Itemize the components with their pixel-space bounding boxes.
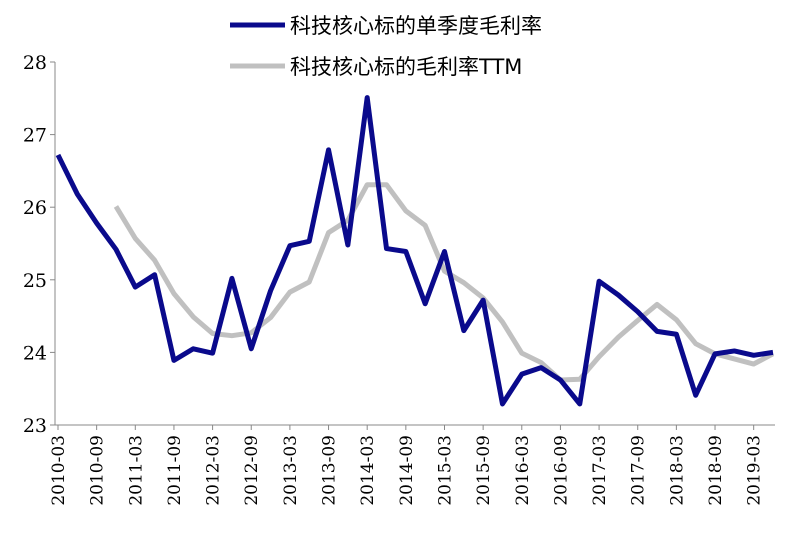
- x-tick-label: 2013-09: [320, 435, 340, 506]
- y-tick-label: 27: [23, 125, 47, 147]
- x-tick-label: 2010-03: [49, 435, 69, 506]
- legend-label-ttm: 科技核心标的毛利率TTM: [290, 55, 522, 79]
- x-tick-label: 2019-03: [745, 435, 765, 506]
- series-line-quarterly-margin: [55, 95, 774, 407]
- series-line-ttm-margin: [113, 182, 775, 383]
- x-tick-label: 2016-09: [551, 435, 571, 506]
- x-tick-label: 2018-03: [667, 435, 687, 506]
- x-tick-label: 2017-09: [629, 435, 649, 506]
- series-lines: [55, 95, 775, 407]
- legend: 科技核心标的单季度毛利率 科技核心标的毛利率TTM: [230, 14, 542, 79]
- axes: [54, 62, 775, 426]
- legend-label-quarterly: 科技核心标的单季度毛利率: [290, 14, 542, 38]
- x-tick-label: 2012-03: [204, 435, 224, 506]
- x-tick-label: 2015-09: [474, 435, 494, 506]
- y-tick-label: 28: [23, 52, 47, 74]
- x-tick-label: 2014-03: [358, 435, 378, 506]
- y-tick-label: 25: [23, 270, 47, 292]
- y-tick-label: 26: [23, 197, 47, 219]
- y-tick-label: 24: [23, 342, 47, 364]
- x-tick-label: 2016-03: [513, 435, 533, 506]
- x-tick-label: 2013-03: [281, 435, 301, 506]
- x-tick-label: 2017-03: [590, 435, 610, 506]
- x-tick-label: 2011-03: [126, 435, 146, 506]
- y-tick-label: 23: [23, 415, 47, 437]
- x-tick-label: 2014-09: [397, 435, 417, 506]
- x-tick-label: 2015-03: [435, 435, 455, 506]
- y-tick-labels: 23 24 25 26 27 28: [23, 52, 55, 437]
- x-tick-label: 2012-09: [242, 435, 262, 506]
- x-tick-label: 2018-09: [706, 435, 726, 506]
- x-tick-label: 2011-09: [165, 435, 185, 506]
- x-tick-labels: 2010-03 2010-09 2011-03 2011-09 2012-03 2012-…: [49, 425, 765, 506]
- x-tick-label: 2010-09: [88, 435, 108, 506]
